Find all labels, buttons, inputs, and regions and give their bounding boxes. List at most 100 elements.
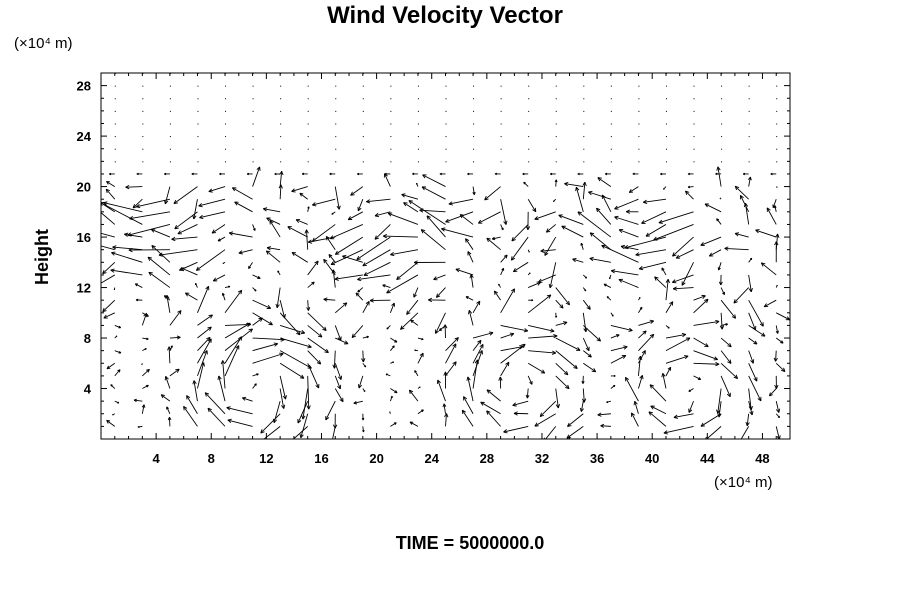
- vector-arrow: [445, 110, 447, 112]
- vector-arrow: [304, 229, 309, 250]
- vector-arrow: [693, 148, 695, 150]
- vector-arrow: [500, 254, 508, 263]
- vector-arrow: [222, 261, 226, 264]
- vector-arrow: [197, 123, 199, 125]
- vector-arrow: [555, 123, 557, 125]
- x-tick-label: 44: [700, 451, 715, 466]
- vector-arrow: [748, 299, 764, 327]
- vector-arrow: [252, 287, 257, 292]
- vector-arrow: [748, 257, 753, 263]
- vector-arrow: [672, 286, 694, 291]
- vector-arrow: [466, 376, 474, 402]
- vector-arrow: [445, 161, 447, 163]
- vector-arrow: [183, 405, 198, 427]
- vector-arrow: [280, 136, 282, 138]
- vector-arrow: [362, 110, 364, 112]
- y-axis-label: Height: [32, 229, 52, 285]
- vector-arrow: [583, 85, 585, 87]
- vector-arrow: [142, 136, 144, 138]
- vector-arrow: [435, 312, 446, 334]
- vector-arrow: [160, 394, 171, 402]
- time-label: TIME = 5000000.0: [396, 533, 545, 553]
- vector-arrow: [775, 325, 779, 334]
- vector-arrow: [473, 123, 475, 125]
- vector-arrow: [347, 211, 364, 221]
- vector-arrow: [334, 186, 341, 210]
- vector-arrow: [649, 384, 667, 402]
- vector-arrow: [323, 258, 336, 276]
- vector-arrow: [142, 98, 144, 100]
- vector-arrow: [638, 261, 667, 271]
- vector-arrow: [637, 374, 644, 389]
- vector-arrow: [299, 192, 308, 200]
- vector-arrow: [611, 269, 639, 276]
- vector-arrow: [280, 337, 312, 349]
- vector-arrow: [760, 262, 777, 276]
- vector-arrow: [224, 336, 243, 364]
- vector-arrow: [776, 123, 778, 125]
- vector-arrow: [555, 161, 557, 163]
- vector-arrow: [583, 136, 585, 138]
- vector-arrow: [224, 345, 240, 377]
- vector-arrow: [748, 388, 753, 411]
- vector-arrow: [620, 244, 639, 251]
- vector-arrow: [772, 199, 777, 209]
- vector-arrow: [169, 148, 171, 150]
- vector-arrow: [555, 388, 561, 409]
- vector-arrow: [748, 123, 750, 125]
- vector-arrow: [776, 312, 790, 321]
- vector-arrow: [252, 85, 254, 87]
- y-tick-label: 16: [77, 230, 91, 245]
- vector-arrow: [733, 287, 749, 304]
- vector-arrow: [486, 389, 501, 402]
- vector-arrow: [661, 373, 667, 389]
- vector-arrow: [252, 274, 261, 279]
- vector-arrow: [500, 267, 505, 276]
- vector-arrow: [114, 136, 116, 138]
- vector-arrow: [589, 256, 611, 263]
- vector-arrow: [101, 245, 115, 251]
- vector-arrow: [307, 281, 315, 288]
- vector-arrow: [693, 319, 720, 326]
- vector-arrow: [383, 173, 391, 187]
- vector-arrow: [511, 224, 529, 242]
- vector-arrow: [528, 350, 556, 355]
- vector-arrow: [400, 312, 419, 330]
- vector-arrow: [500, 110, 502, 112]
- vector-arrow: [389, 411, 391, 414]
- vector-arrow: [228, 231, 253, 238]
- vector-arrow: [197, 98, 199, 100]
- vector-arrow: [353, 400, 363, 405]
- vector-arrow: [350, 186, 364, 196]
- vector-arrow: [142, 312, 149, 317]
- vector-arrow: [174, 211, 198, 230]
- vector-arrow: [445, 85, 447, 87]
- vector-arrow: [390, 85, 392, 87]
- vector-arrow: [114, 400, 120, 404]
- vector-arrow: [225, 85, 227, 87]
- y-tick-label: 28: [77, 79, 91, 94]
- vector-arrow: [114, 123, 116, 125]
- vector-arrow: [227, 418, 253, 427]
- vector-arrow: [334, 274, 363, 281]
- vector-arrow: [635, 249, 667, 257]
- vector-arrow: [421, 186, 446, 200]
- vector-arrow: [280, 161, 282, 163]
- vector-arrow: [510, 236, 529, 261]
- vector-arrow: [500, 324, 529, 333]
- vector-arrow: [581, 388, 587, 403]
- vector-arrow: [588, 191, 611, 200]
- vector-arrow: [384, 172, 391, 176]
- vector-arrow: [306, 375, 311, 410]
- vector-arrow: [610, 345, 628, 352]
- vector-arrow: [390, 161, 392, 163]
- vector-arrow: [142, 161, 144, 163]
- vector-arrow: [252, 166, 261, 187]
- x-tick-label: 48: [755, 451, 769, 466]
- vector-arrow: [128, 247, 170, 253]
- x-tick-label: 12: [259, 451, 273, 466]
- vector-arrow: [389, 395, 393, 402]
- vector-arrow: [197, 85, 199, 87]
